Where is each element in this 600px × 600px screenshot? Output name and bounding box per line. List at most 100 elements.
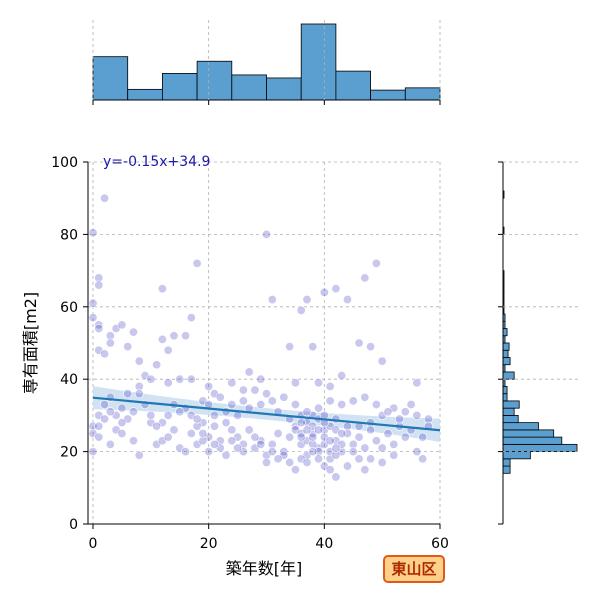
scatter-point	[123, 342, 133, 352]
scatter-point	[383, 407, 393, 417]
regression-equation: y=-0.15x+34.9	[103, 154, 210, 170]
scatter-point	[395, 414, 405, 424]
scatter-point	[308, 428, 318, 438]
scatter-point	[256, 374, 266, 384]
right-hist-bar	[502, 371, 515, 380]
scatter-point	[383, 428, 393, 438]
scatter-point	[261, 389, 271, 399]
scatter-point	[181, 331, 191, 341]
scatter-point	[290, 378, 300, 388]
y-axis-label: 専有面積[m2]	[21, 292, 40, 394]
scatter-point	[244, 425, 254, 435]
scatter-point	[88, 447, 98, 457]
scatter-point	[389, 403, 399, 413]
scatter-point	[117, 428, 127, 438]
scatter-point	[308, 432, 318, 442]
y-tick-label: 100	[51, 155, 78, 171]
scatter-point	[418, 432, 428, 442]
scatter-point	[100, 414, 110, 424]
scatter-point	[215, 436, 225, 446]
x-tick-label: 60	[431, 536, 449, 552]
scatter-point	[238, 385, 248, 395]
scatter-point	[244, 367, 254, 377]
scatter-point	[256, 400, 266, 410]
scatter-point	[192, 414, 202, 424]
right-hist-bar	[502, 328, 508, 337]
scatter-point	[296, 305, 306, 315]
scatter-point	[267, 439, 277, 449]
scatter-point	[128, 436, 138, 446]
scatter-point	[238, 439, 248, 449]
top-hist-bar	[231, 74, 267, 101]
top-hist-bar	[335, 70, 371, 101]
scatter-point	[204, 381, 214, 391]
scatter-point	[319, 287, 329, 297]
right-hist-bar	[502, 443, 578, 452]
scatter-point	[261, 229, 271, 239]
scatter-point	[123, 414, 133, 424]
scatter-point	[209, 421, 219, 431]
scatter-point	[331, 425, 341, 435]
scatter-point	[152, 439, 162, 449]
scatter-point	[400, 407, 410, 417]
scatter-point	[418, 454, 428, 464]
scatter-point	[192, 258, 202, 268]
scatter-point	[342, 295, 352, 305]
scatter-point	[146, 374, 156, 384]
y-tick-label: 60	[60, 300, 78, 316]
scatter-point	[209, 410, 219, 420]
scatter-point	[337, 439, 347, 449]
scatter-point	[94, 280, 104, 290]
scatter-point	[105, 338, 115, 348]
scatter-point	[337, 447, 347, 457]
scatter-point	[227, 425, 237, 435]
scatter-point	[354, 338, 364, 348]
scatter-point	[296, 439, 306, 449]
scatter-point	[88, 313, 98, 323]
scatter-point	[319, 432, 329, 442]
grid-lines	[88, 20, 580, 524]
scatter-point	[348, 447, 358, 457]
scatter-point	[134, 381, 144, 391]
right-hist-bar	[502, 357, 511, 366]
scatter-point	[360, 443, 370, 453]
scatter-point	[192, 421, 202, 431]
scatter-point	[308, 447, 318, 457]
right-hist-bar	[502, 436, 563, 445]
top-hist-bar	[161, 73, 198, 101]
scatter-point	[319, 439, 329, 449]
scatter-point	[238, 447, 248, 457]
scatter-point	[204, 432, 214, 442]
scatter-point	[290, 425, 300, 435]
regression-line-path	[92, 396, 441, 432]
right-hist-bar	[502, 465, 511, 474]
scatter-point	[140, 371, 150, 381]
scatter-point	[325, 381, 335, 391]
scatter-point	[94, 320, 104, 330]
scatter-point	[279, 392, 289, 402]
scatter-point	[273, 454, 283, 464]
scatter-point	[198, 396, 208, 406]
y-tick-label: 0	[69, 517, 78, 533]
scatter-point	[105, 331, 115, 341]
scatter-point	[319, 461, 329, 471]
scatter-point	[412, 378, 422, 388]
scatter-point	[325, 396, 335, 406]
scatter-point	[256, 439, 266, 449]
scatter-point	[215, 392, 225, 402]
top-hist-bar	[370, 89, 406, 101]
scatter-point	[163, 345, 173, 355]
scatter-point	[279, 447, 289, 457]
scatter-point	[412, 447, 422, 457]
scatter-point	[105, 439, 115, 449]
right-hist-bar	[502, 400, 520, 409]
right-hist-bar	[502, 386, 508, 395]
scatter-point	[302, 436, 312, 446]
scatter-point	[227, 436, 237, 446]
scatter-point	[146, 418, 156, 428]
scatter-point	[302, 295, 312, 305]
scatter-point	[128, 407, 138, 417]
scatter-point	[94, 432, 104, 442]
scatter-point	[175, 443, 185, 453]
scatter-point	[285, 342, 295, 352]
